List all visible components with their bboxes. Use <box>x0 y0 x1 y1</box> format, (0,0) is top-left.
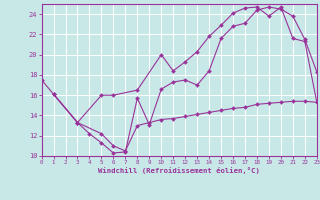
X-axis label: Windchill (Refroidissement éolien,°C): Windchill (Refroidissement éolien,°C) <box>98 167 260 174</box>
